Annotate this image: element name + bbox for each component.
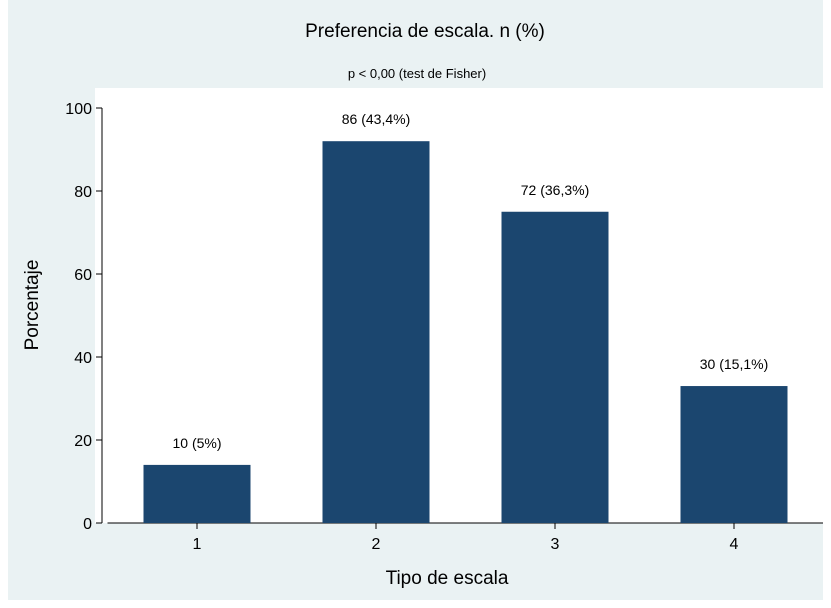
bars [143,141,788,523]
y-axis-label: Porcentaje [22,260,43,351]
x-axis: 1 2 3 4 [107,522,823,553]
y-tick-label: 100 [65,101,92,118]
y-tick-label: 20 [74,433,92,450]
chart-title: Preferencia de escala. n (%) [305,21,545,42]
chart-figure: Preferencia de escala. n (%) p < 0,00 (t… [8,0,823,600]
y-tick-label: 40 [74,350,92,367]
chart-subtitle: p < 0,00 (test de Fisher) [348,66,486,81]
bar-data-label: 30 (15,1%) [700,356,768,372]
bar-labels: 10 (5%) 86 (43,4%) 72 (36,3%) 30 (15,1%) [172,111,768,451]
x-tick-label: 2 [372,536,381,553]
y-tick-label: 80 [74,184,92,201]
x-axis-label: Tipo de escala [386,568,509,589]
y-tick-label: 60 [74,267,92,284]
x-tick-label: 3 [551,536,560,553]
bar-chart: Preferencia de escala. n (%) p < 0,00 (t… [22,21,823,589]
x-tick-label: 4 [730,536,739,553]
bar [501,211,609,523]
x-tick-label: 1 [193,536,202,553]
bar-data-label: 86 (43,4%) [342,111,410,127]
bar [680,386,788,523]
bar-data-label: 72 (36,3%) [521,182,589,198]
bar [143,464,251,523]
y-axis: 0 20 40 60 80 100 [65,101,103,533]
y-tick-label: 0 [83,516,92,533]
bar-data-label: 10 (5%) [172,435,221,451]
bar [322,141,430,523]
